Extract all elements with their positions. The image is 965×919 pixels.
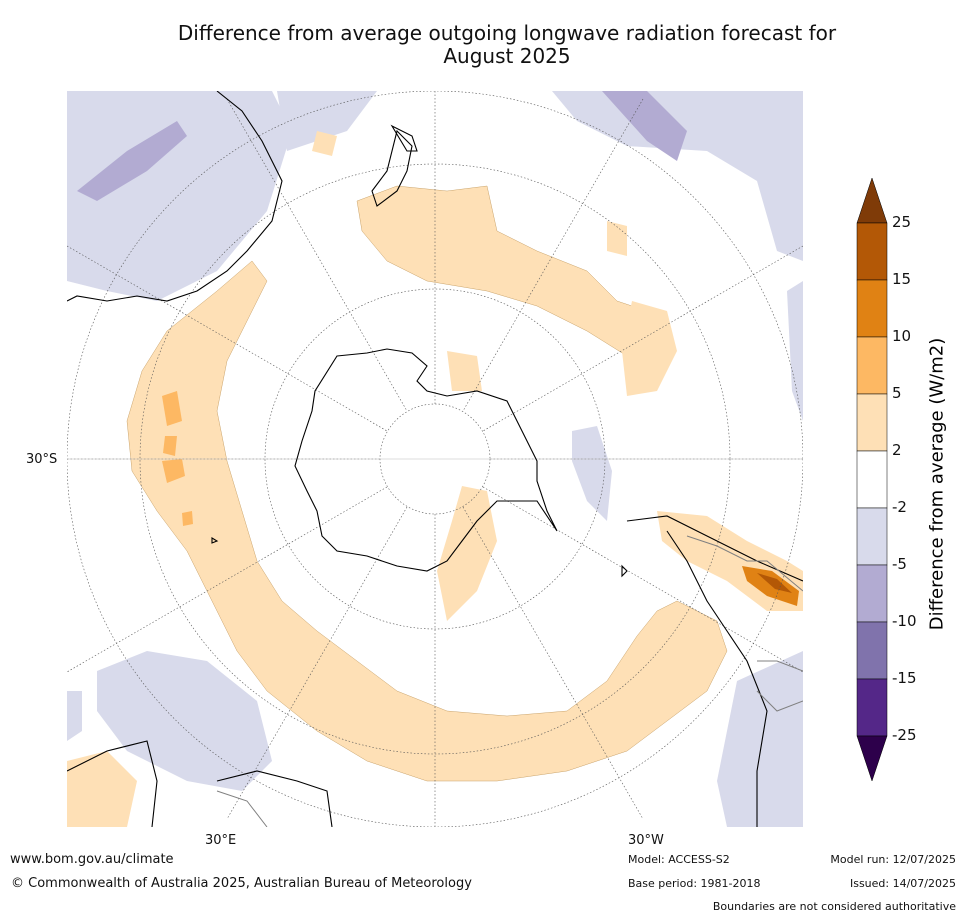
colorbar: 25 15 10 5 2 -2 -5 -10 -15 -25 [852,178,962,788]
colorbar-extend-bottom [856,735,888,782]
meridian-line [482,245,803,432]
island-coast [621,564,628,578]
moderate-positive-anomaly-region [742,566,799,606]
meridian-line [67,245,388,432]
model-name: Model: ACCESS-S2 [628,853,730,866]
country-boundary [686,535,803,592]
colorbar-band [856,222,888,281]
colorbar-band [856,678,888,737]
south-america-coast [626,515,803,582]
island-coast [211,537,219,544]
colorbar-tick-label: -25 [892,726,917,744]
positive-anomaly-region [356,185,668,362]
colorbar-tick-label: -15 [892,669,917,687]
colorbar-tick-label: 15 [892,270,912,288]
colorbar-band [856,621,888,680]
moderate-positive-anomaly-region [162,391,182,426]
colorbar-tick-label: 25 [892,213,912,231]
new-zealand-coast [371,129,413,207]
negative-anomaly-region [67,691,82,741]
meridian-line [462,98,644,412]
negative-anomaly-region [552,91,803,261]
strong-negative-anomaly-region [77,121,187,201]
boundary-disclaimer: Boundaries are not considered authoritat… [712,900,956,913]
moderate-positive-anomaly-region [162,459,185,483]
colorbar-title: Difference from average (W/m2) [926,337,948,631]
africa-coast [216,770,333,827]
model-run-date: Model run: 12/07/2025 [830,853,956,866]
positive-anomaly-region [67,751,137,827]
meridian-line [67,486,388,673]
map-title: Difference from average outgoing longwav… [177,21,837,45]
colorbar-band [856,450,888,509]
australia-coast [67,91,283,302]
south-america-coast [666,530,768,827]
base-period: Base period: 1981-2018 [628,877,761,890]
colorbar-band [856,507,888,566]
africa-coast [67,740,158,827]
moderate-positive-anomaly-region [757,573,792,593]
negative-anomaly-region [97,651,272,791]
negative-anomaly-region [717,651,803,827]
meridian-line [462,506,644,820]
positive-anomaly-region [126,260,728,782]
positive-anomaly-region [437,486,497,621]
latitude-label: 30°S [26,452,58,467]
meridian-line [226,98,408,412]
new-zealand-coast [390,124,418,152]
map-canvas [67,91,803,827]
issued-date: Issued: 14/07/2025 [849,877,956,890]
negative-anomaly-region [67,91,292,301]
polar-map [67,91,803,827]
negative-anomaly-region [787,281,803,421]
meridian-line [482,486,803,673]
colorbar-band [856,564,888,623]
colorbar-swatches [856,178,888,782]
colorbar-band [856,336,888,395]
colorbar-extend-top [856,178,888,224]
country-boundary [216,790,268,827]
copyright-notice: © Commonwealth of Australia 2025, Austra… [11,876,472,891]
negative-anomaly-region [572,426,612,521]
positive-anomaly-region [312,131,337,156]
positive-anomaly-region [607,221,627,256]
moderate-positive-anomaly-region [182,511,193,526]
colorbar-tick-label: 10 [892,327,912,345]
strong-negative-anomaly-region [602,91,687,161]
longitude-label-west: 30°W [628,833,664,848]
colorbar-tick-label: 5 [892,384,902,402]
boundaries [216,535,803,827]
negative-anomaly-region [277,91,377,151]
country-boundary [757,660,803,672]
longitude-label-east: 30°E [205,833,237,848]
moderate-positive-anomaly-region [163,436,177,456]
colorbar-band [856,279,888,338]
colorbar-tick-label: -10 [892,612,917,630]
coastlines [67,91,803,827]
antarctica-coast [294,348,558,572]
site-url: www.bom.gov.au/climate [10,852,174,867]
positive-anomaly-region [447,351,482,391]
positive-anomaly-layer [67,131,803,827]
map-title-date: August 2025 [443,44,571,68]
positive-anomaly-region [622,301,677,396]
colorbar-tick-label: -5 [892,555,907,573]
negative-anomaly-layer [67,91,803,827]
colorbar-tick-label: 2 [892,441,902,459]
colorbar-band [856,393,888,452]
country-boundary [756,690,803,712]
colorbar-tick-label: -2 [892,498,907,516]
